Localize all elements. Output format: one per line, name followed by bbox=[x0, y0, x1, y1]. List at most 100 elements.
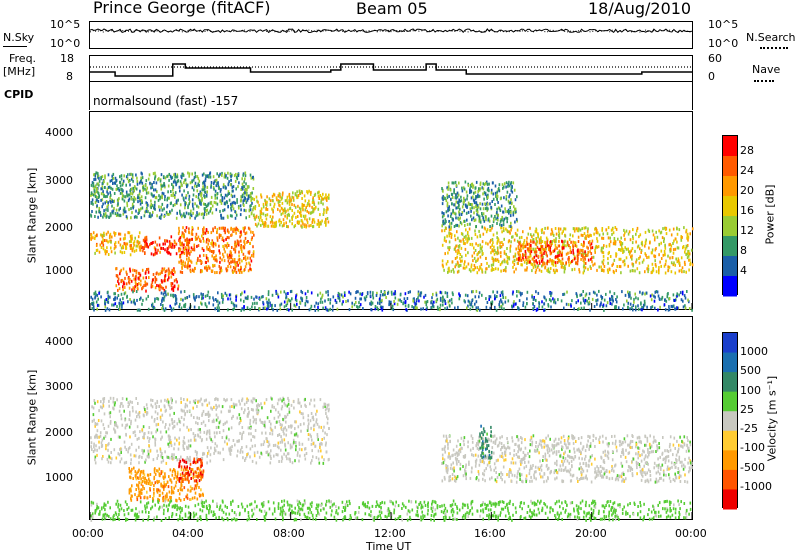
power-cell bbox=[563, 292, 566, 296]
power-cell bbox=[478, 229, 480, 233]
power-cell bbox=[476, 207, 479, 211]
power-cell bbox=[491, 302, 493, 306]
power-cell bbox=[475, 205, 477, 209]
power-cell bbox=[458, 297, 461, 301]
sky-panel bbox=[89, 21, 693, 49]
power-cell bbox=[450, 225, 452, 229]
power-cell bbox=[563, 244, 566, 248]
power-cell bbox=[107, 300, 110, 304]
power-cell bbox=[489, 245, 492, 249]
power-cell bbox=[94, 195, 97, 198]
power-cell bbox=[92, 184, 95, 188]
power-cell bbox=[230, 178, 232, 182]
vel-cb-tick--1000: -1000 bbox=[740, 480, 772, 493]
velocity-cell bbox=[311, 416, 314, 420]
power-cell bbox=[247, 185, 249, 189]
power-cell bbox=[392, 308, 395, 312]
power-cell bbox=[175, 278, 178, 282]
power-cell bbox=[560, 253, 563, 257]
power-cell bbox=[560, 262, 562, 265]
power-cell bbox=[450, 212, 453, 216]
power-cell bbox=[248, 261, 250, 265]
power-cell bbox=[454, 265, 456, 269]
power-cell bbox=[140, 199, 143, 203]
power-cell bbox=[298, 221, 300, 225]
power-cell bbox=[163, 183, 166, 187]
nave-label: Nave bbox=[752, 63, 781, 76]
velocity-cell bbox=[113, 407, 115, 411]
power-cell bbox=[612, 299, 614, 303]
power-cell bbox=[133, 196, 135, 199]
power-cell bbox=[630, 249, 633, 253]
power-cell bbox=[506, 190, 509, 194]
power-cell bbox=[132, 268, 134, 272]
station-title: Prince George (fitACF) bbox=[93, 0, 271, 17]
power-cell bbox=[145, 201, 148, 205]
power-cell bbox=[113, 199, 115, 203]
time-tick-5: 20:00 bbox=[575, 527, 607, 540]
power-cell bbox=[497, 218, 499, 222]
power-cell bbox=[502, 243, 504, 247]
power-cell bbox=[457, 305, 459, 309]
power-cell bbox=[486, 261, 488, 265]
power-cell bbox=[119, 214, 122, 218]
power-cell bbox=[611, 302, 613, 306]
power-cell bbox=[474, 190, 477, 194]
power-cell bbox=[555, 237, 557, 241]
power-cell bbox=[227, 244, 230, 247]
power-cell bbox=[455, 193, 457, 197]
power-cell bbox=[663, 237, 665, 241]
velocity-cell bbox=[241, 450, 244, 454]
velocity-cell bbox=[107, 460, 110, 464]
power-cell bbox=[137, 271, 140, 275]
power-cell bbox=[136, 180, 139, 184]
power-cell bbox=[570, 304, 572, 308]
power-cell bbox=[147, 294, 149, 298]
power-cell bbox=[106, 205, 108, 209]
power-cell bbox=[240, 208, 242, 212]
power-cell bbox=[419, 294, 422, 298]
power-cell bbox=[564, 264, 566, 268]
power-cell bbox=[138, 308, 140, 312]
power-cell bbox=[509, 214, 512, 218]
velocity-cell bbox=[109, 456, 112, 460]
power-cell bbox=[150, 283, 153, 287]
power-cell bbox=[676, 294, 678, 298]
power-cell bbox=[596, 268, 598, 272]
power-cell bbox=[505, 181, 508, 185]
velocity-cell bbox=[270, 428, 273, 432]
power-cell bbox=[168, 172, 171, 176]
power-cell bbox=[227, 297, 229, 301]
power-cell bbox=[534, 253, 537, 257]
power-cell bbox=[668, 308, 671, 312]
velocity-cb-swatch bbox=[723, 489, 737, 510]
power-cell bbox=[453, 225, 456, 228]
power-cell bbox=[108, 185, 111, 189]
power-cell bbox=[449, 246, 451, 250]
velocity-cell bbox=[281, 457, 284, 461]
power-cell bbox=[500, 298, 502, 302]
power-cell bbox=[500, 300, 503, 304]
power-cell bbox=[464, 180, 467, 184]
power-cell bbox=[668, 297, 671, 300]
power-cell bbox=[326, 217, 329, 220]
power-cell bbox=[145, 209, 147, 213]
power-cell bbox=[255, 195, 258, 199]
velocity-cell bbox=[103, 399, 105, 403]
velocity-cell bbox=[319, 442, 321, 446]
power-cell bbox=[554, 264, 557, 268]
power-cell bbox=[213, 250, 215, 253]
power-cell bbox=[264, 213, 267, 217]
power-cell bbox=[418, 299, 420, 303]
power-cell bbox=[138, 272, 141, 276]
power-cell bbox=[684, 250, 686, 254]
power-cell bbox=[542, 247, 545, 251]
power-cell bbox=[605, 228, 607, 232]
power-cb-swatch bbox=[723, 276, 737, 297]
power-cell bbox=[518, 236, 521, 240]
power-cell bbox=[150, 199, 152, 203]
power-cell bbox=[522, 258, 525, 261]
power-cell bbox=[205, 205, 208, 208]
power-cell bbox=[614, 242, 617, 245]
power-cell bbox=[548, 248, 550, 252]
